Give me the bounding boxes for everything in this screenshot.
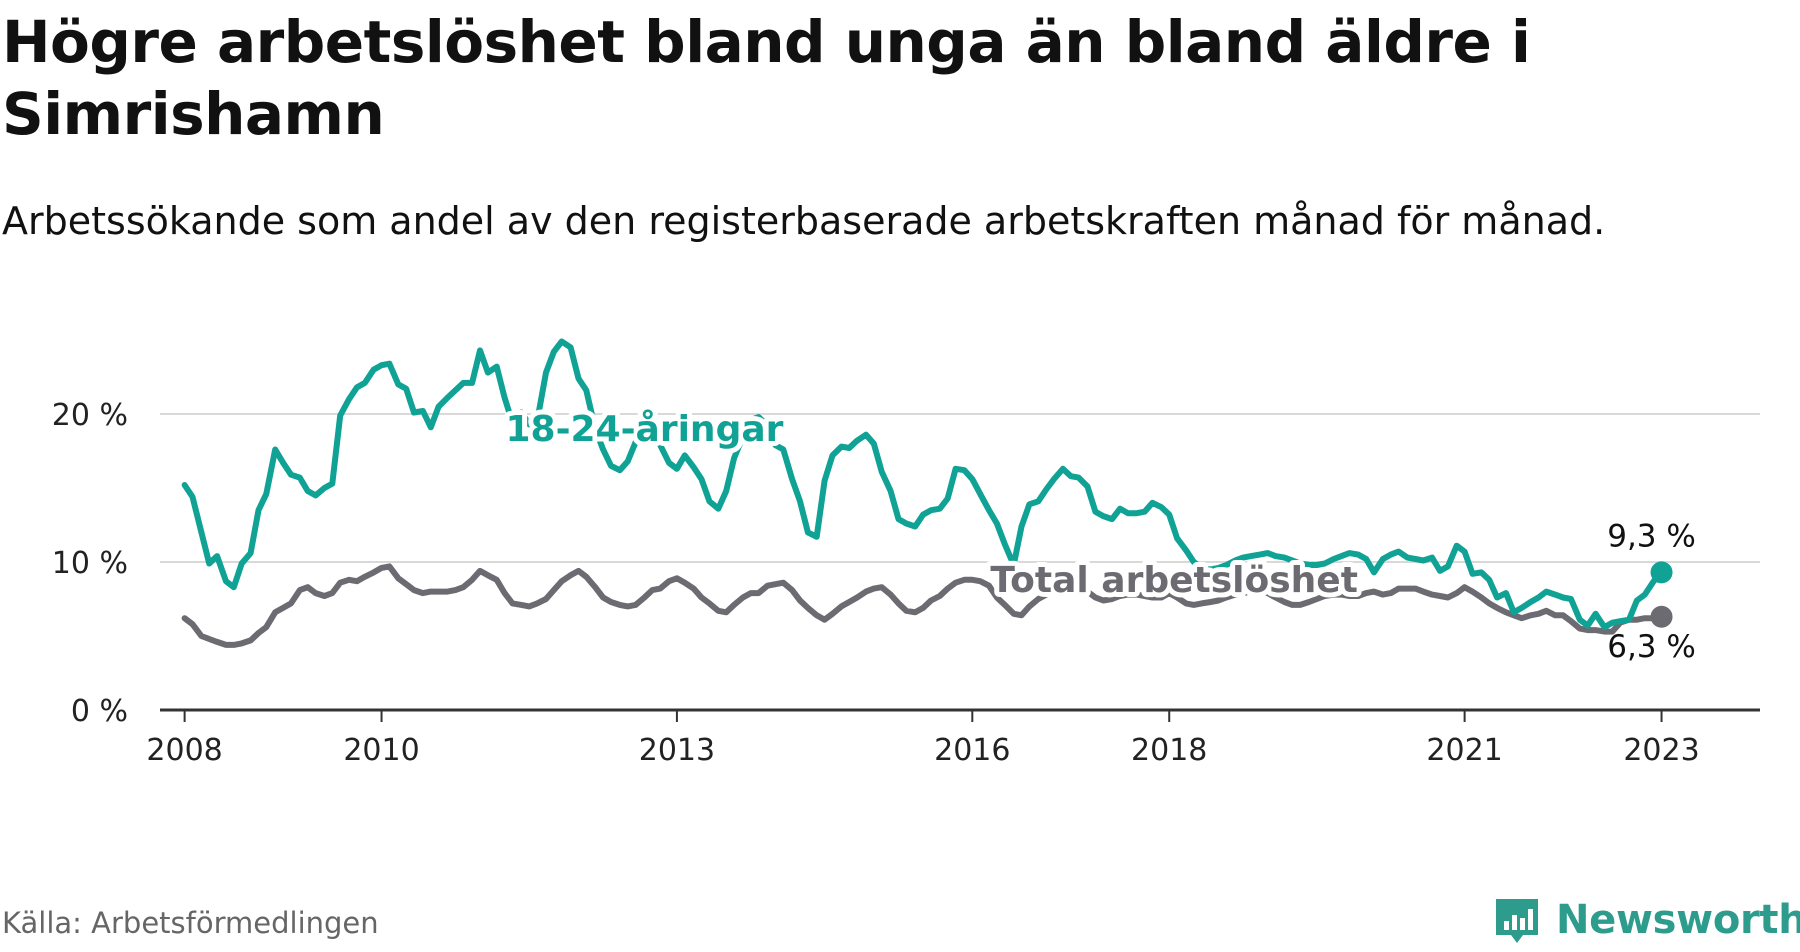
series-line-total xyxy=(181,563,1665,648)
brand-logo: Newsworthy xyxy=(1492,888,1800,952)
x-axis-ticks: 2008 2010 2013 2016 2018 2021 2023 xyxy=(146,710,1700,768)
x-tick-label-2008: 2008 xyxy=(146,733,222,768)
x-tick-label-2023: 2023 xyxy=(1623,733,1699,768)
series-line-youth xyxy=(181,338,1665,631)
series-label-total: Total arbetslöshet xyxy=(990,560,1358,601)
line-chart: 0 % 10 % 20 % 2008 2010 2013 2016 2018 2021 2023… xyxy=(52,338,1760,768)
series-lines xyxy=(181,338,1665,648)
chart-subtitle: Arbetssökande som andel av den registerb… xyxy=(2,199,1606,243)
x-tick-label-2021: 2021 xyxy=(1426,733,1502,768)
y-tick-label-10: 10 % xyxy=(52,546,128,581)
end-marker-total xyxy=(1650,605,1673,628)
series-labels: 18-24-åringar Total arbetslöshet xyxy=(500,404,1362,606)
end-value-label-total: 6,3 % xyxy=(1607,629,1696,665)
x-tick-label-2016: 2016 xyxy=(934,733,1010,768)
series-label-youth: 18-24-åringar xyxy=(505,409,783,450)
x-tick-label-2013: 2013 xyxy=(639,733,715,768)
source-note: Källa: Arbetsförmedlingen xyxy=(2,906,379,940)
x-tick-label-2010: 2010 xyxy=(343,733,419,768)
newsworthy-logo-icon xyxy=(1496,899,1538,943)
end-marker-youth xyxy=(1650,561,1673,584)
x-tick-label-2018: 2018 xyxy=(1131,733,1207,768)
chart-title: Högre arbetslöshet bland unga än bland ä… xyxy=(2,8,1531,148)
end-markers: 9,3 % 6,3 % xyxy=(1607,518,1696,664)
brand-name: Newsworthy xyxy=(1556,897,1800,943)
y-tick-label-20: 20 % xyxy=(52,398,128,433)
y-tick-label-0: 0 % xyxy=(71,694,128,729)
y-axis-ticks: 0 % 10 % 20 % xyxy=(52,398,128,729)
gridlines xyxy=(160,413,1760,712)
end-value-label-youth: 9,3 % xyxy=(1607,518,1696,554)
